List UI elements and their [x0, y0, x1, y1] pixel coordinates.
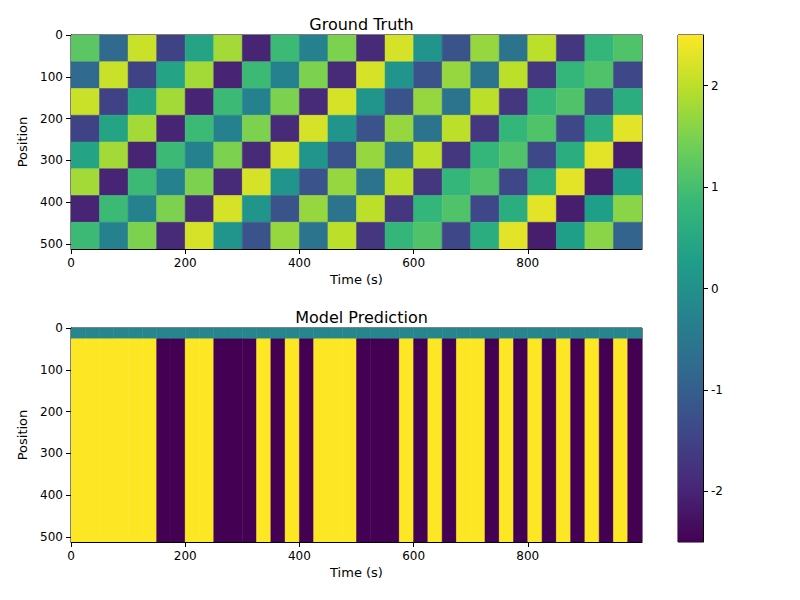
- svg-text:500: 500: [40, 237, 63, 251]
- svg-text:Time (s): Time (s): [329, 565, 383, 580]
- svg-text:400: 400: [288, 549, 311, 563]
- svg-text:600: 600: [402, 549, 425, 563]
- svg-text:200: 200: [40, 405, 63, 419]
- svg-text:1: 1: [711, 180, 719, 194]
- svg-text:400: 400: [40, 195, 63, 209]
- svg-text:200: 200: [174, 549, 197, 563]
- svg-text:200: 200: [40, 112, 63, 126]
- svg-text:Model Prediction: Model Prediction: [295, 308, 428, 327]
- svg-text:2: 2: [711, 79, 719, 93]
- svg-text:0: 0: [711, 282, 719, 296]
- svg-text:0: 0: [55, 28, 63, 42]
- svg-text:800: 800: [516, 549, 539, 563]
- svg-text:Position: Position: [15, 410, 30, 461]
- svg-text:0: 0: [55, 321, 63, 335]
- svg-text:800: 800: [516, 256, 539, 270]
- svg-text:Position: Position: [15, 117, 30, 168]
- svg-text:100: 100: [40, 70, 63, 84]
- svg-text:-2: -2: [711, 484, 723, 498]
- svg-text:0: 0: [67, 256, 75, 270]
- svg-text:300: 300: [40, 153, 63, 167]
- svg-text:300: 300: [40, 446, 63, 460]
- svg-text:Time (s): Time (s): [329, 272, 383, 287]
- svg-text:400: 400: [40, 488, 63, 502]
- svg-text:600: 600: [402, 256, 425, 270]
- svg-text:0: 0: [67, 549, 75, 563]
- svg-text:500: 500: [40, 530, 63, 544]
- svg-text:-1: -1: [711, 383, 723, 397]
- svg-text:200: 200: [174, 256, 197, 270]
- svg-text:400: 400: [288, 256, 311, 270]
- svg-text:100: 100: [40, 363, 63, 377]
- svg-text:Ground Truth: Ground Truth: [309, 15, 414, 34]
